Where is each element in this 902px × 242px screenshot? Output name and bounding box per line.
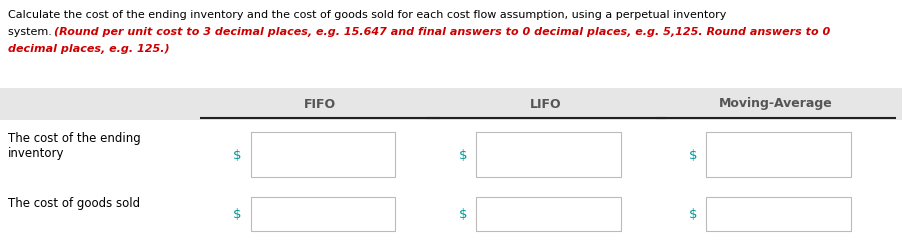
Text: The cost of goods sold: The cost of goods sold bbox=[8, 197, 140, 210]
Text: system.: system. bbox=[8, 27, 55, 37]
Text: $: $ bbox=[234, 209, 242, 221]
Text: $: $ bbox=[459, 149, 467, 162]
Text: (Round per unit cost to 3 decimal places, e.g. 15.647 and final answers to 0 dec: (Round per unit cost to 3 decimal places… bbox=[54, 27, 830, 37]
Text: $: $ bbox=[689, 149, 697, 162]
Text: $: $ bbox=[689, 209, 697, 221]
Bar bbox=[476, 132, 621, 177]
Text: The cost of the ending
inventory: The cost of the ending inventory bbox=[8, 132, 141, 160]
Text: decimal places, e.g. 125.): decimal places, e.g. 125.) bbox=[8, 44, 170, 54]
Bar bbox=[0, 88, 902, 120]
Bar bbox=[251, 132, 395, 177]
Text: Calculate the cost of the ending inventory and the cost of goods sold for each c: Calculate the cost of the ending invento… bbox=[8, 10, 726, 20]
Bar bbox=[476, 197, 621, 231]
Text: LIFO: LIFO bbox=[529, 98, 562, 111]
Text: $: $ bbox=[234, 149, 242, 162]
Text: $: $ bbox=[459, 209, 467, 221]
Bar bbox=[706, 197, 851, 231]
Bar bbox=[251, 197, 395, 231]
Bar bbox=[706, 132, 851, 177]
Text: FIFO: FIFO bbox=[304, 98, 336, 111]
Text: Moving-Average: Moving-Average bbox=[719, 98, 833, 111]
